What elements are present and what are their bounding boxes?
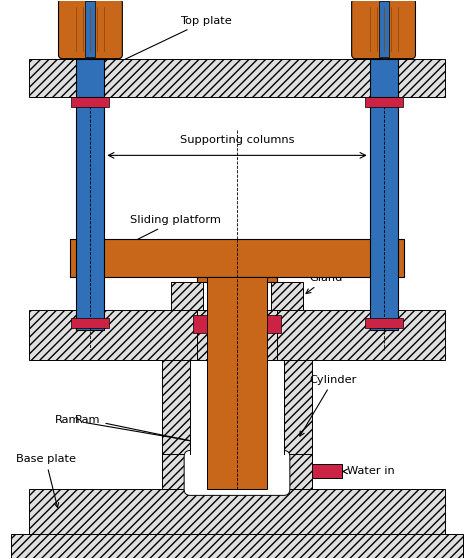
Bar — [197, 277, 277, 282]
Bar — [28, 489, 446, 534]
Text: Supporting columns: Supporting columns — [180, 135, 294, 145]
Text: Base plate: Base plate — [16, 454, 76, 508]
Text: Water in: Water in — [343, 466, 394, 476]
Bar — [190, 360, 284, 457]
Bar — [162, 360, 190, 489]
Bar — [197, 310, 277, 360]
Bar — [365, 97, 402, 107]
Bar — [370, 97, 398, 330]
Bar — [312, 465, 342, 479]
Bar — [379, 1, 389, 56]
Bar — [370, 59, 398, 97]
Bar — [365, 318, 402, 328]
Bar — [85, 1, 95, 56]
Bar — [72, 318, 109, 328]
Bar — [71, 239, 403, 277]
Bar — [76, 59, 104, 97]
Bar — [193, 315, 207, 333]
Text: Sliding platform: Sliding platform — [104, 215, 221, 256]
Bar — [72, 97, 109, 107]
Text: Ram: Ram — [55, 415, 238, 451]
Bar — [76, 97, 104, 330]
Text: U-leather packing: U-leather packing — [273, 315, 411, 325]
Bar — [28, 59, 446, 97]
FancyBboxPatch shape — [184, 451, 290, 495]
Bar — [271, 282, 303, 310]
Bar — [171, 282, 203, 310]
Bar — [267, 315, 281, 333]
Bar — [284, 360, 312, 489]
Bar — [11, 534, 463, 559]
Bar — [28, 310, 197, 360]
Bar — [207, 277, 267, 489]
Bar — [162, 454, 312, 489]
Text: Gland: Gland — [306, 273, 343, 293]
Text: Top plate: Top plate — [109, 16, 232, 67]
Text: Cylinder: Cylinder — [300, 375, 357, 436]
Text: Ram: Ram — [75, 415, 228, 450]
Bar — [277, 310, 446, 360]
FancyBboxPatch shape — [352, 0, 416, 59]
FancyBboxPatch shape — [58, 0, 122, 59]
